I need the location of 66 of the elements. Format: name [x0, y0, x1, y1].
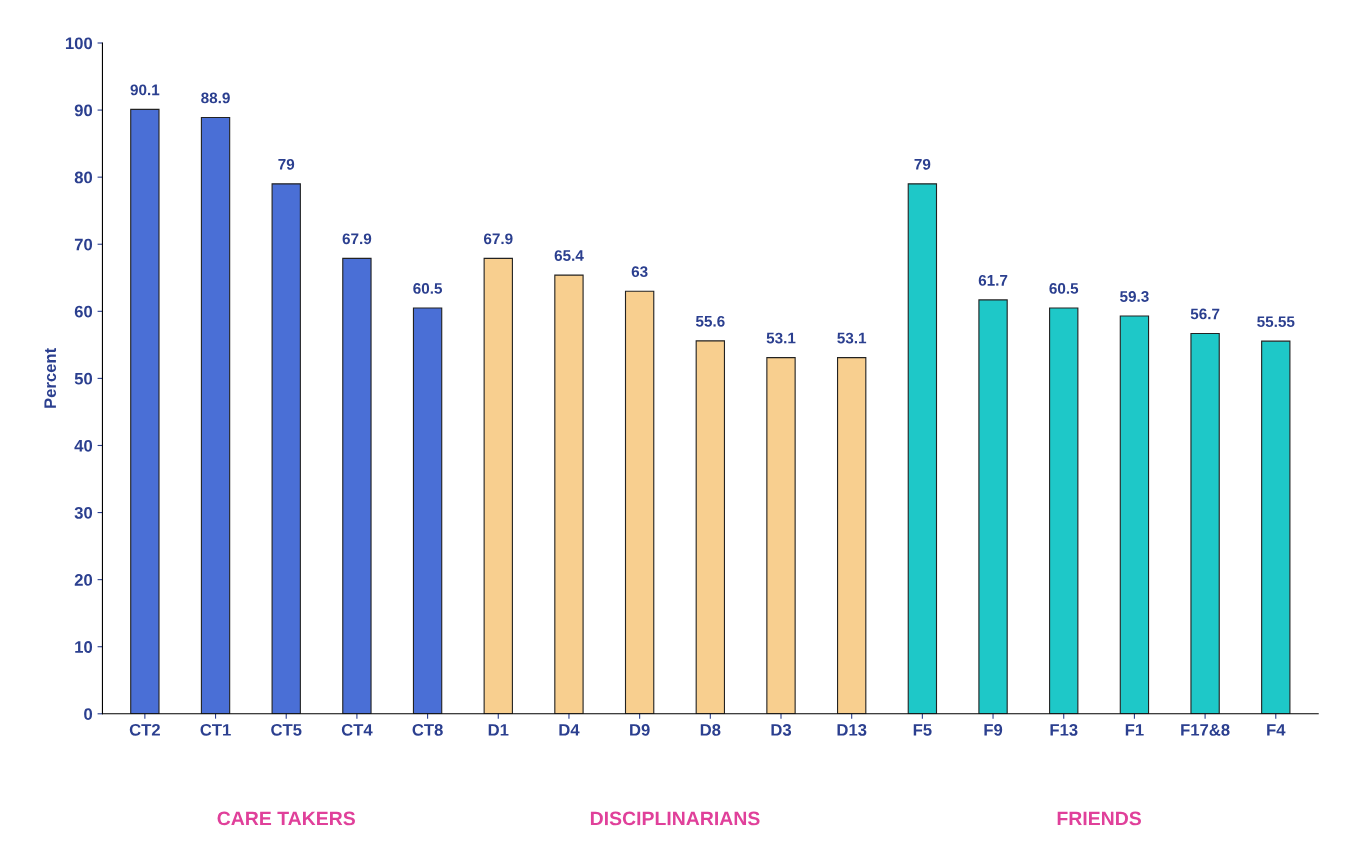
x-tick-label: F13	[1050, 723, 1078, 736]
x-tick-label: D8	[700, 723, 721, 736]
y-tick-label: 30	[74, 506, 93, 519]
y-tick-label: 20	[74, 574, 93, 586]
bar	[1261, 340, 1291, 714]
x-tick-label: CT1	[200, 723, 231, 736]
bar	[1190, 332, 1220, 714]
bar	[624, 290, 655, 714]
data-label: 53.1	[837, 332, 867, 344]
y-tick-label: 50	[74, 372, 93, 385]
bar	[836, 357, 867, 714]
data-label: 90.1	[130, 84, 160, 96]
bar	[695, 340, 726, 714]
data-label: 60.5	[413, 283, 443, 294]
bar	[130, 108, 160, 714]
data-label: 56.7	[1190, 308, 1220, 320]
x-tick-label: D9	[630, 723, 650, 736]
data-label: 55.55	[1257, 316, 1295, 328]
x-tick-label: D1	[488, 724, 509, 736]
bar	[412, 307, 443, 714]
x-tick-label: CT8	[412, 723, 443, 736]
y-tick-label: 60	[74, 305, 93, 318]
data-label: 61.7	[978, 274, 1008, 286]
x-tick-label: F4	[1267, 724, 1286, 736]
bar	[907, 183, 938, 714]
y-tick-label: 0	[84, 708, 93, 720]
bar	[978, 299, 1008, 714]
bar	[1049, 307, 1079, 714]
y-tick-label: 90	[74, 104, 93, 117]
data-label: 67.9	[483, 233, 513, 245]
data-label: 53.1	[766, 332, 796, 344]
x-tick-label: CT2	[129, 723, 160, 736]
x-tick-label: D3	[771, 723, 792, 736]
bar	[271, 183, 301, 714]
bar	[554, 274, 584, 714]
data-label: 79	[914, 158, 931, 170]
bar	[766, 357, 796, 714]
data-label: 55.6	[695, 315, 725, 327]
x-tick-label: CT5	[271, 723, 302, 736]
x-tick-label: F9	[984, 723, 1003, 736]
data-label: 59.3	[1120, 291, 1149, 302]
x-tick-label: F1	[1125, 724, 1144, 736]
x-tick-label: D4	[559, 724, 580, 736]
data-label: 88.9	[201, 92, 230, 104]
data-label: 65.4	[554, 250, 584, 261]
x-tick-label: F17&8	[1181, 723, 1230, 736]
y-tick-label: 70	[74, 238, 93, 251]
x-tick-label: F5	[913, 724, 932, 736]
data-label: 67.9	[342, 233, 372, 245]
y-axis-title: Percent	[44, 348, 57, 408]
x-tick-label: D13	[837, 723, 867, 736]
y-tick-label: 10	[75, 641, 93, 653]
bar	[483, 257, 513, 714]
bar	[342, 257, 372, 714]
text: CARE TAKERS	[217, 811, 355, 826]
y-tick-label: 100	[65, 37, 93, 50]
text: DISCIPLINARIANS	[590, 811, 760, 826]
text: FRIENDS	[1057, 811, 1141, 826]
data-label: 79	[278, 158, 295, 170]
bar	[1119, 315, 1150, 714]
data-label: 60.5	[1049, 283, 1079, 294]
y-tick-label: 40	[74, 439, 93, 452]
bar	[200, 116, 231, 714]
y-tick-label: 80	[74, 171, 93, 184]
x-tick-label: CT4	[341, 723, 373, 736]
data-label: 63	[631, 266, 648, 278]
